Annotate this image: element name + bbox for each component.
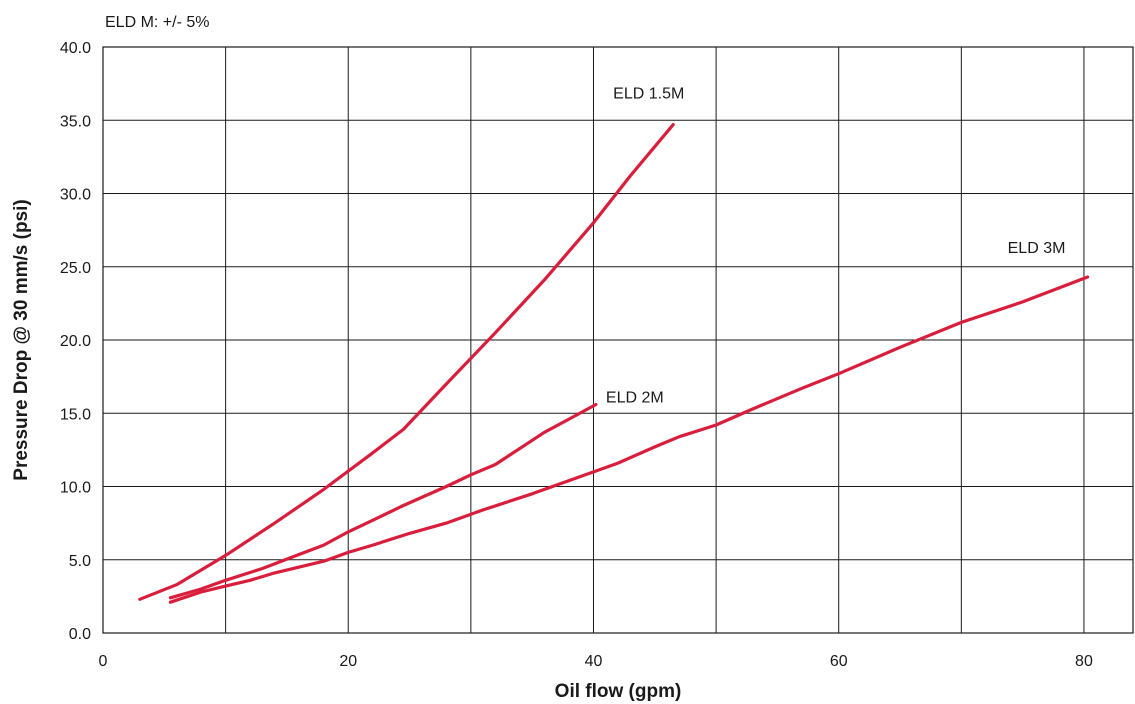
grid-layer xyxy=(103,47,1133,633)
series-labels: ELD 1.5M ELD 2M ELD 3M xyxy=(606,86,1065,407)
x-axis-title: Oil flow (gpm) xyxy=(555,681,682,702)
series-label-eld-3m: ELD 3M xyxy=(1008,240,1066,257)
x-tick-label: 40 xyxy=(585,653,603,670)
series-line-eld-2m xyxy=(168,402,598,600)
x-tick-label: 20 xyxy=(339,653,357,670)
series-layer xyxy=(138,123,1090,604)
chart-note: ELD M: +/- 5% xyxy=(105,14,209,31)
y-tick-labels: 0.0 5.0 10.0 15.0 20.0 25.0 30.0 35.0 40.0 xyxy=(60,40,91,643)
x-tick-label: 0 xyxy=(99,653,108,670)
y-tick-label: 10.0 xyxy=(60,480,91,497)
y-tick-label: 25.0 xyxy=(60,260,91,277)
y-tick-label: 0.0 xyxy=(69,626,91,643)
y-tick-label: 5.0 xyxy=(69,553,91,570)
series-line-eld-3m xyxy=(168,275,1090,604)
y-axis-title: Pressure Drop @ 30 mm/s (psi) xyxy=(11,199,32,480)
y-tick-label: 30.0 xyxy=(60,187,91,204)
x-tick-label: 80 xyxy=(1075,653,1093,670)
y-tick-label: 15.0 xyxy=(60,406,91,423)
y-tick-label: 35.0 xyxy=(60,113,91,130)
plot-frame xyxy=(102,46,1134,634)
y-tick-label: 40.0 xyxy=(60,40,91,57)
y-tick-label: 20.0 xyxy=(60,333,91,350)
series-line-eld-1-5m xyxy=(138,123,675,601)
series-label-eld-2m: ELD 2M xyxy=(606,389,664,406)
series-label-eld-1-5m: ELD 1.5M xyxy=(613,86,684,103)
x-tick-labels: 0 20 40 60 80 xyxy=(99,653,1093,670)
x-tick-label: 60 xyxy=(830,653,848,670)
